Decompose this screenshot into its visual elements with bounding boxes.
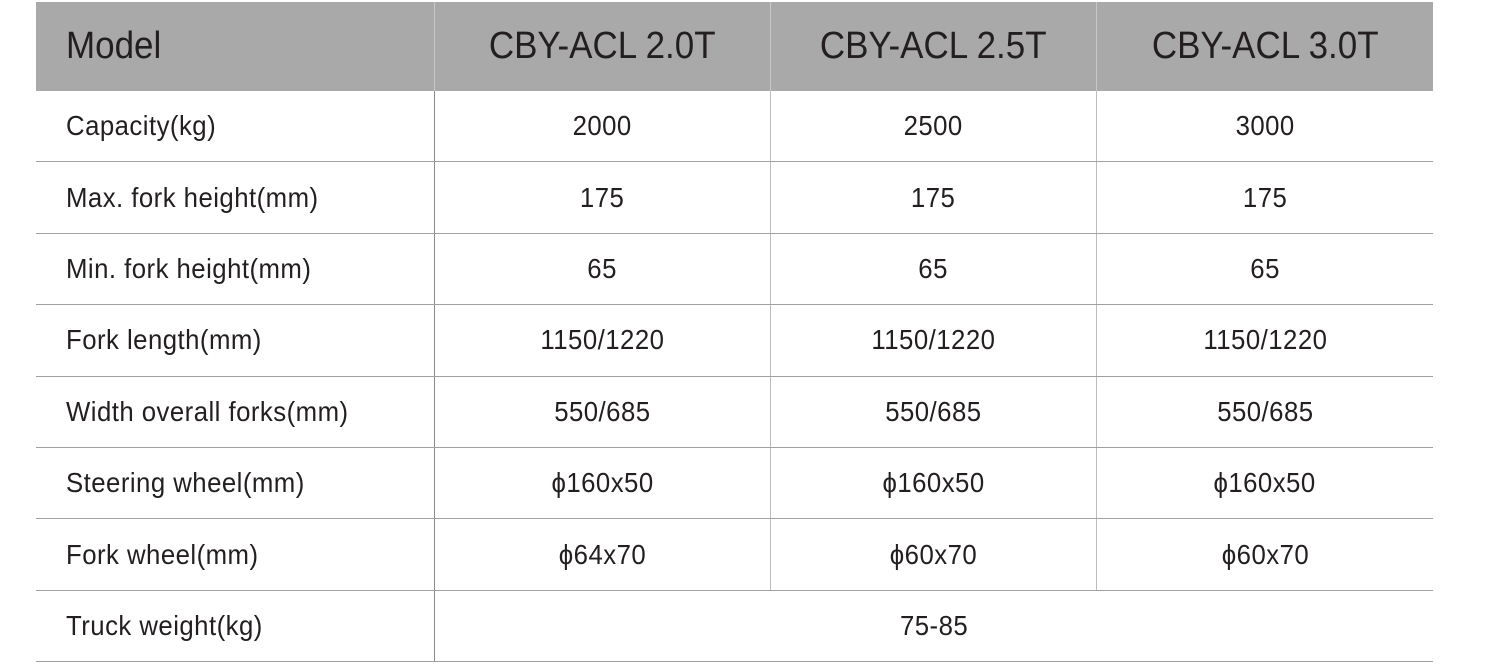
row-label: Steering wheel(mm) [36,448,434,518]
row-value-merged: 75-85 [434,590,1433,662]
row-label-text: Steering wheel(mm) [66,467,305,499]
header-label: Model [36,2,434,91]
row-label: Fork length(mm) [36,305,434,375]
row-value-text: 1150/1220 [1203,324,1327,356]
table-row: Capacity(kg) 2000 2500 3000 [36,91,1433,163]
row-value: ϕ160x50 [434,447,770,519]
row-value: ϕ60x70 [770,519,1096,590]
table-row: Min. fork height(mm) 65 65 65 [36,233,1433,306]
row-value-text: 550/685 [1216,395,1314,427]
row-value: 65 [1096,233,1433,305]
row-value-text: 550/685 [885,395,982,427]
row-value: 1150/1220 [434,305,770,376]
row-value: 550/685 [770,376,1096,447]
row-value-text: ϕ160x50 [882,467,985,499]
row-value-text: 1150/1220 [540,324,665,356]
header-model-text: CBY-ACL 2.5T [820,25,1047,67]
row-value: 1150/1220 [770,305,1096,376]
row-value-text: ϕ60x70 [1221,538,1309,570]
row-value-text: 2500 [903,110,964,142]
row-label-text: Truck weight(kg) [66,609,263,641]
header-label-text: Model [66,25,162,67]
header-model-text: CBY-ACL 3.0T [1151,25,1379,67]
table-row: Truck weight(kg) 75-85 [36,590,1433,663]
header-model: CBY-ACL 2.5T [770,2,1096,91]
row-value: ϕ64x70 [434,519,770,590]
row-label-text: Fork length(mm) [66,324,262,356]
row-value-text: 550/685 [554,395,651,427]
row-value-text: 3000 [1235,110,1295,142]
row-label-text: Max. fork height(mm) [66,181,319,213]
row-value-text: ϕ160x50 [1213,467,1317,499]
row-value: ϕ160x50 [770,447,1096,519]
row-value: ϕ60x70 [1096,519,1433,590]
row-value: 1150/1220 [1096,305,1433,376]
spec-table: Model CBY-ACL 2.0T CBY-ACL 2.5T CBY-ACL 3.0… [36,2,1433,663]
row-value-text: ϕ160x50 [551,467,654,499]
row-value: 175 [434,162,770,233]
row-value: 2000 [434,91,770,162]
row-value-text: 1150/1220 [871,324,996,356]
row-value-text: 175 [911,181,956,213]
row-label-text: Fork wheel(mm) [66,538,259,570]
row-value: 175 [1096,162,1433,233]
row-label: Capacity(kg) [36,91,434,161]
table-row: Width overall forks(mm) 550/685 550/685 550… [36,376,1433,448]
header-model: CBY-ACL 2.0T [434,2,770,91]
row-label-text: Width overall forks(mm) [66,395,349,427]
row-value-text: 65 [918,252,949,284]
row-value-text: 65 [587,252,618,284]
table-row: Steering wheel(mm) ϕ160x50 ϕ160x50 ϕ160x50 [36,447,1433,520]
row-label: Max. fork height(mm) [36,162,434,232]
table-row: Max. fork height(mm) 175 175 175 [36,162,1433,234]
row-value-text: 2000 [572,110,633,142]
row-value-text: 65 [1250,252,1280,284]
row-label-text: Min. fork height(mm) [66,252,312,284]
row-value-text: ϕ64x70 [558,538,647,570]
header-model: CBY-ACL 3.0T [1096,2,1433,91]
table-header: Model CBY-ACL 2.0T CBY-ACL 2.5T CBY-ACL 3.0… [36,2,1433,91]
row-value: 550/685 [1096,376,1433,447]
row-label: Min. fork height(mm) [36,234,434,304]
row-label-text: Capacity(kg) [66,110,217,142]
row-value: 65 [434,233,770,305]
table-row: Fork wheel(mm) ϕ64x70 ϕ60x70 ϕ60x70 [36,519,1433,591]
table-row: Fork length(mm) 1150/1220 1150/1220 1150/12… [36,305,1433,377]
row-value: 65 [770,233,1096,305]
row-label: Width overall forks(mm) [36,377,434,447]
row-value: 175 [770,162,1096,233]
header-model-text: CBY-ACL 2.0T [489,25,716,67]
row-value: 3000 [1096,91,1433,162]
row-value-text: 175 [580,181,625,213]
row-label: Truck weight(kg) [36,591,434,661]
row-value-text: 175 [1242,181,1288,213]
row-label: Fork wheel(mm) [36,519,434,589]
row-value-merged-text: 75-85 [899,609,969,641]
row-value: 550/685 [434,376,770,447]
row-value: ϕ160x50 [1096,447,1433,519]
row-value-text: ϕ60x70 [889,538,978,570]
row-value: 2500 [770,91,1096,162]
